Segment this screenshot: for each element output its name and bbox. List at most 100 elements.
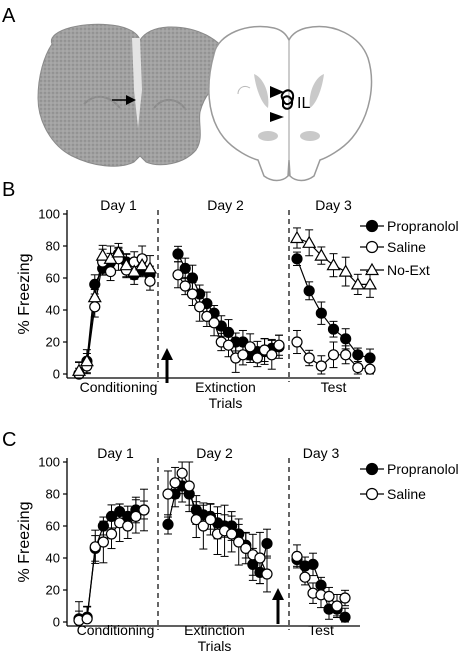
data-point <box>261 568 273 580</box>
data-point <box>114 506 126 518</box>
data-point <box>254 552 266 564</box>
legend-label: No-Ext <box>387 262 430 278</box>
data-point <box>302 235 317 248</box>
data-point <box>119 257 134 271</box>
legend-marker <box>365 219 379 233</box>
panel-b-letter: B <box>2 179 15 201</box>
data-point <box>89 541 101 553</box>
il-label: IL <box>297 95 310 112</box>
data-point <box>350 277 365 290</box>
data-point <box>186 272 199 284</box>
data-point <box>303 352 315 364</box>
data-point <box>144 275 156 287</box>
data-point <box>201 310 213 322</box>
data-point <box>197 520 209 532</box>
data-point <box>87 289 102 303</box>
data-point <box>142 261 158 274</box>
data-point <box>190 513 202 526</box>
day-label: Day 1 <box>100 197 137 213</box>
day-label: Day 3 <box>315 197 352 213</box>
data-point <box>339 592 351 604</box>
data-point <box>244 341 256 353</box>
data-point <box>314 248 329 261</box>
day-label: Day 3 <box>303 445 340 461</box>
data-point <box>162 488 174 500</box>
data-point <box>179 280 191 292</box>
data-point <box>307 558 319 571</box>
panel-a-letter: A <box>2 5 16 27</box>
legend-marker <box>364 262 380 276</box>
data-point <box>352 362 364 374</box>
phase-label: Conditioning <box>77 622 155 638</box>
legend-label: Saline <box>387 239 426 255</box>
y-tick-label: 100 <box>38 207 60 222</box>
data-point <box>222 339 235 351</box>
data-point <box>162 518 174 531</box>
chart-b: 0 20 40 60 80 100 % Freezing Day 1 Day 2 Day 3 Con… <box>16 197 459 411</box>
data-point <box>291 253 303 265</box>
data-point <box>327 349 340 361</box>
data-point <box>71 363 87 376</box>
chart-b-text: 0 20 40 60 80 100 % Freezing Day 1 Day 2 Day 3 Con… <box>16 197 459 411</box>
data-point <box>183 480 195 492</box>
y-axis-label: % Freezing <box>16 254 33 335</box>
y-tick-label: 0 <box>53 367 60 382</box>
data-point <box>81 613 93 625</box>
data-point <box>79 353 94 367</box>
data-point <box>89 278 101 290</box>
data-point <box>172 269 184 281</box>
data-point <box>273 339 285 351</box>
arrow-icon <box>112 95 136 105</box>
data-point <box>186 288 199 300</box>
data-point <box>352 349 364 361</box>
data-point <box>291 336 303 348</box>
data-point <box>169 477 181 489</box>
data-point <box>338 264 353 277</box>
data-point <box>111 245 126 258</box>
phase-label: Test <box>308 622 334 638</box>
data-point <box>289 230 305 244</box>
y-tick-label: 40 <box>46 551 60 566</box>
data-point <box>138 504 150 516</box>
data-point <box>103 251 118 264</box>
y-tick-label: 80 <box>46 239 60 254</box>
y-tick-label: 100 <box>38 455 60 470</box>
data-point <box>340 349 352 361</box>
data-point <box>226 528 238 540</box>
data-point <box>105 510 118 523</box>
phase-label: Extinction <box>195 379 256 395</box>
data-point <box>97 520 109 532</box>
data-point <box>303 285 315 297</box>
data-point <box>261 537 273 550</box>
data-point <box>326 257 341 271</box>
data-point <box>340 333 352 345</box>
chart-c-axes <box>63 458 360 630</box>
chart-c-bars <box>75 461 349 623</box>
day-label: Day 1 <box>97 445 134 461</box>
data-point <box>315 579 327 591</box>
data-point <box>95 248 110 261</box>
phase-label: Trials <box>198 638 232 653</box>
chart-c: 0 20 40 60 80 100 % Freezing Day 1 Day 2 Day 3 Con… <box>16 445 459 654</box>
legend-marker <box>365 462 379 476</box>
data-point <box>315 360 327 372</box>
arrow-icon <box>272 588 284 600</box>
data-point <box>240 542 252 555</box>
day-label: Day 2 <box>196 445 233 461</box>
data-point <box>97 536 109 548</box>
chart-c-text: 0 20 40 60 80 100 % Freezing Day 1 Day 2 Day 3 Con… <box>16 445 459 654</box>
data-point <box>251 352 263 364</box>
data-point <box>331 600 343 612</box>
y-tick-label: 60 <box>46 271 60 286</box>
y-tick-label: 20 <box>46 583 60 598</box>
phase-label: Test <box>321 379 347 395</box>
data-point <box>130 510 142 523</box>
data-point <box>233 536 245 548</box>
data-point <box>122 520 134 532</box>
data-point <box>327 323 340 335</box>
legend-label: Propranolol <box>387 461 459 477</box>
data-point <box>364 363 376 375</box>
data-point <box>204 513 217 526</box>
